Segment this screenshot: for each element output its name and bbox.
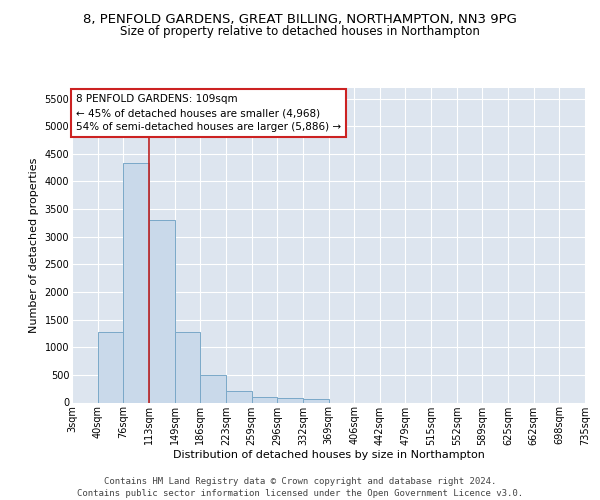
Bar <box>149 220 175 402</box>
Y-axis label: Number of detached properties: Number of detached properties <box>29 158 39 332</box>
Text: 8 PENFOLD GARDENS: 109sqm
← 45% of detached houses are smaller (4,968)
54% of se: 8 PENFOLD GARDENS: 109sqm ← 45% of detac… <box>76 94 341 132</box>
X-axis label: Distribution of detached houses by size in Northampton: Distribution of detached houses by size … <box>173 450 484 460</box>
Bar <box>175 332 200 402</box>
Bar <box>303 399 329 402</box>
Bar <box>124 163 149 402</box>
Text: Size of property relative to detached houses in Northampton: Size of property relative to detached ho… <box>120 25 480 38</box>
Text: Contains HM Land Registry data © Crown copyright and database right 2024.
Contai: Contains HM Land Registry data © Crown c… <box>77 476 523 498</box>
Bar <box>226 390 251 402</box>
Bar <box>251 397 277 402</box>
Bar <box>200 376 226 402</box>
Text: 8, PENFOLD GARDENS, GREAT BILLING, NORTHAMPTON, NN3 9PG: 8, PENFOLD GARDENS, GREAT BILLING, NORTH… <box>83 12 517 26</box>
Bar <box>277 398 303 402</box>
Bar <box>98 332 124 402</box>
